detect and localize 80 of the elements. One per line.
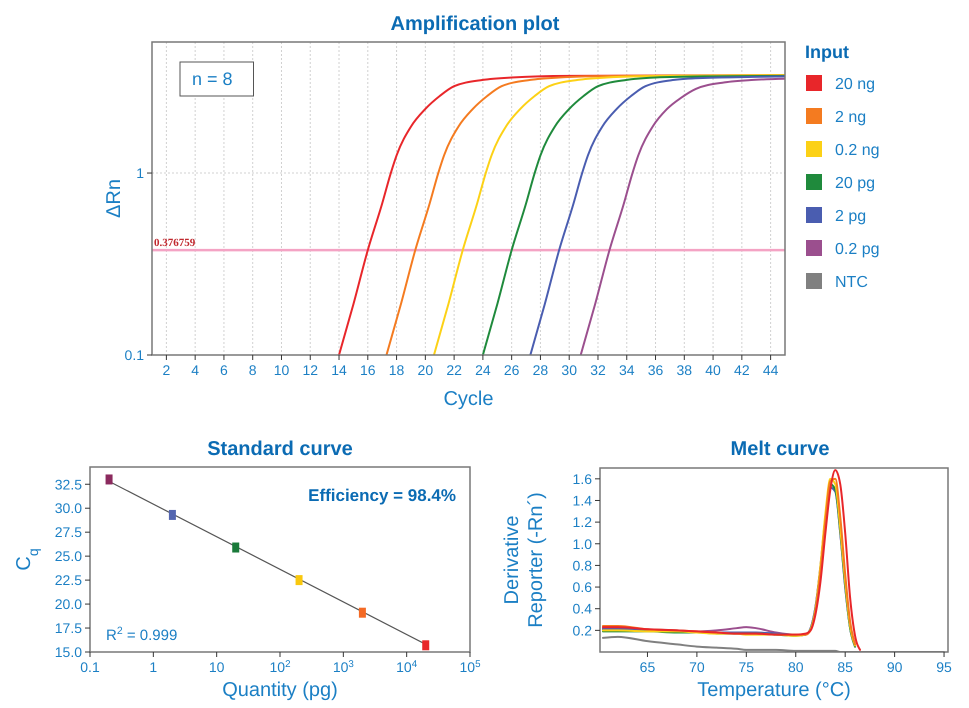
- line-series: [580, 78, 785, 355]
- point: [168, 510, 176, 520]
- x-tick-label: 32: [590, 362, 606, 378]
- x-tick-label: 40: [705, 362, 722, 378]
- y-tick-label: 17.5: [54, 620, 82, 636]
- y-tick-label: 32.5: [54, 476, 82, 492]
- y-tick-label: 0.6: [572, 579, 592, 596]
- chart-title: Melt curve: [730, 438, 830, 460]
- x-tick-label: 44: [762, 362, 779, 378]
- x-tick-label: 8: [248, 362, 257, 378]
- x-tick-label: 1: [149, 659, 158, 675]
- x-tick-label: 36: [648, 362, 664, 378]
- x-tick-label: 14: [331, 362, 348, 378]
- x-tick-label: 10$^{3}$: [332, 658, 354, 675]
- x-tick-label: 12: [302, 362, 318, 378]
- x-tick-label: 85: [837, 659, 854, 675]
- legend-label: NTC: [835, 274, 868, 291]
- x-tick-label: 16: [360, 362, 376, 378]
- x-tick-label: 0.1: [80, 659, 100, 675]
- x-axis-title: Cycle: [443, 388, 494, 410]
- x-tick-label: 70: [689, 659, 705, 675]
- legend-label: 2 pg: [835, 208, 866, 225]
- legend-label: 2 ng: [835, 109, 866, 126]
- x-tick-label: 38: [676, 362, 692, 378]
- y-tick-label: 0.2: [572, 622, 592, 638]
- x-tick-label: 75: [738, 659, 754, 675]
- legend-title: Input: [805, 42, 849, 62]
- x-tick-label: 22: [446, 362, 462, 378]
- y-tick-label: 1.6: [572, 470, 592, 487]
- y-tick-label: 0.4: [572, 600, 592, 617]
- y-tick-label: 22.5: [54, 572, 82, 588]
- y-axis-title: Derivative Reporter (-Rn´): [501, 492, 547, 628]
- y-axis-title: ΔRn: [103, 179, 125, 218]
- chart-title: Amplification plot: [390, 13, 560, 35]
- y-tick-label: 0.8: [572, 557, 592, 574]
- point: [106, 474, 113, 484]
- x-tick-label: 42: [734, 362, 750, 378]
- y-tick-label: 15.0: [54, 644, 82, 660]
- y-tick-label: 30.0: [54, 500, 82, 516]
- point: [232, 542, 240, 553]
- legend-label: 0.2 pg: [835, 241, 880, 258]
- x-tick-label: 24: [475, 362, 491, 378]
- x-tick-label: 26: [504, 362, 520, 378]
- point: [422, 640, 430, 650]
- x-tick-label: 10$^{2}$: [269, 658, 291, 675]
- x-tick-label: 10: [208, 659, 225, 675]
- x-tick-label: 2: [162, 362, 170, 378]
- x-axis-title: Temperature (°C): [697, 679, 851, 701]
- x-tick-label: 18: [388, 362, 405, 378]
- x-tick-label: 30: [561, 362, 578, 378]
- y-tick-label: 1.2: [572, 514, 592, 530]
- chart-title: Standard curve: [207, 438, 353, 460]
- legend-label: 20 pg: [835, 175, 876, 192]
- y-tick-label: 1.0: [572, 536, 592, 552]
- x-tick-label: 28: [532, 362, 548, 378]
- x-axis-title: Quantity (pg): [222, 679, 338, 701]
- legend-label: 20 ng: [835, 76, 876, 93]
- annotation: n = 8: [192, 69, 233, 89]
- x-tick-label: 4: [191, 362, 200, 378]
- y-tick-label: 1.4: [572, 492, 592, 508]
- x-tick-label: 80: [788, 659, 804, 675]
- x-tick-label: 65: [640, 659, 656, 675]
- x-tick-label: 90: [886, 659, 903, 675]
- x-tick-label: 20: [418, 362, 434, 378]
- x-tick-label: 10$^{5}$: [459, 658, 482, 675]
- x-tick-label: 10: [274, 362, 290, 378]
- line-series: [529, 75, 785, 355]
- x-tick-label: 34: [618, 362, 635, 378]
- x-tick-label: 10$^{4}$: [396, 658, 418, 675]
- x-tick-label: 6: [220, 362, 228, 378]
- point: [358, 608, 366, 618]
- y-tick-label: 20.0: [54, 596, 82, 612]
- ref-line-label: 0.376759: [154, 237, 196, 250]
- y-tick-label: 25.0: [54, 548, 82, 564]
- legend-label: 0.2 ng: [835, 142, 880, 159]
- y-tick-label: 27.5: [54, 524, 82, 540]
- point: [296, 575, 303, 586]
- annotation: R$^{2}$ = 0.999: [106, 625, 178, 644]
- x-tick-label: 95: [936, 659, 952, 675]
- annotation: Efficiency = 98.4%: [308, 486, 456, 505]
